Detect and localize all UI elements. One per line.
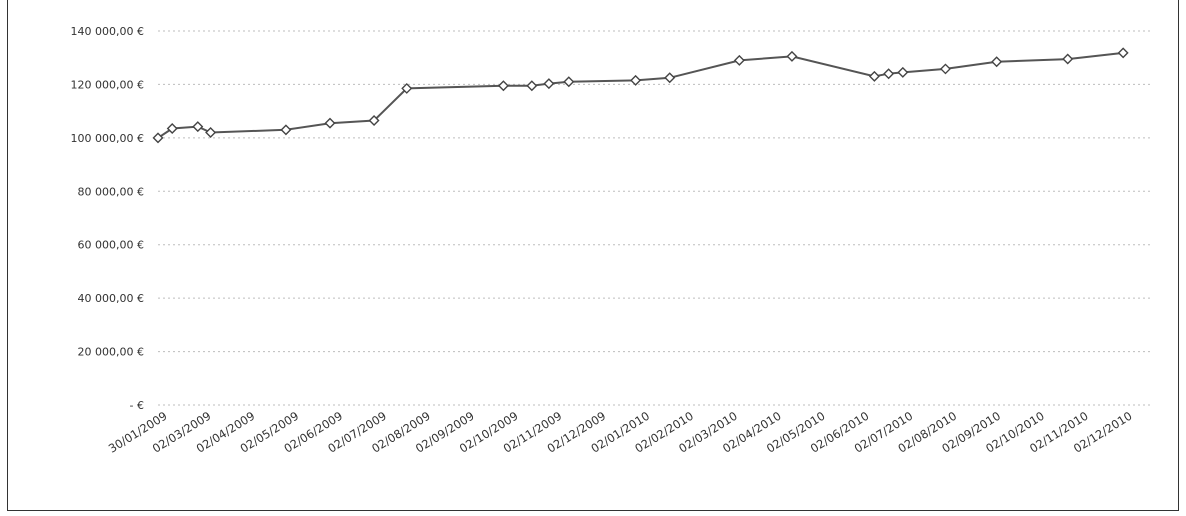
data-point-marker — [368, 115, 380, 126]
y-tick-label: 60 000,00 € — [78, 239, 144, 252]
line-chart: 140 000,00 € 120 000,00 € 100 000,00 € 80 0… — [71, 25, 1153, 456]
data-point-marker — [630, 74, 642, 86]
data-point-marker — [543, 78, 555, 90]
y-tick-label: 40 000,00 € — [78, 292, 144, 305]
data-point-marker — [733, 54, 745, 66]
chart-frame: 140 000,00 € 120 000,00 € 100 000,00 € 80 0… — [7, 0, 1179, 511]
data-point-marker — [883, 68, 895, 80]
data-point-marker — [939, 63, 951, 75]
data-point-marker — [192, 121, 204, 133]
data-point-marker — [1117, 47, 1129, 59]
series-layer — [152, 47, 1129, 144]
data-point-marker — [1062, 53, 1074, 65]
y-tick-label: 120 000,00 € — [71, 78, 144, 91]
y-tick-label: 80 000,00 € — [78, 185, 144, 198]
y-tick-label: - € — [130, 399, 144, 412]
data-point-marker — [991, 56, 1003, 68]
data-point-marker — [152, 132, 164, 144]
data-point-marker — [324, 117, 336, 129]
data-point-marker — [868, 70, 880, 82]
data-point-marker — [280, 124, 292, 136]
data-point-marker — [205, 127, 217, 139]
gridlines — [158, 30, 1153, 406]
y-tick-label: 140 000,00 € — [71, 25, 144, 38]
data-point-marker — [401, 82, 413, 94]
series-line — [157, 51, 1124, 139]
data-point-marker — [897, 66, 909, 78]
data-point-marker — [526, 80, 538, 92]
data-point-marker — [786, 50, 798, 62]
data-point-marker — [664, 72, 676, 84]
x-axis-ticks: 30/01/200902/03/200902/04/200902/05/2009… — [106, 409, 1135, 456]
y-tick-label: 20 000,00 € — [78, 346, 144, 359]
y-tick-label: 100 000,00 € — [71, 132, 144, 145]
data-point-marker — [497, 80, 509, 92]
data-point-marker — [563, 76, 575, 88]
data-point-marker — [166, 123, 178, 134]
y-axis-ticks: 140 000,00 € 120 000,00 € 100 000,00 € 80 0… — [71, 25, 144, 412]
